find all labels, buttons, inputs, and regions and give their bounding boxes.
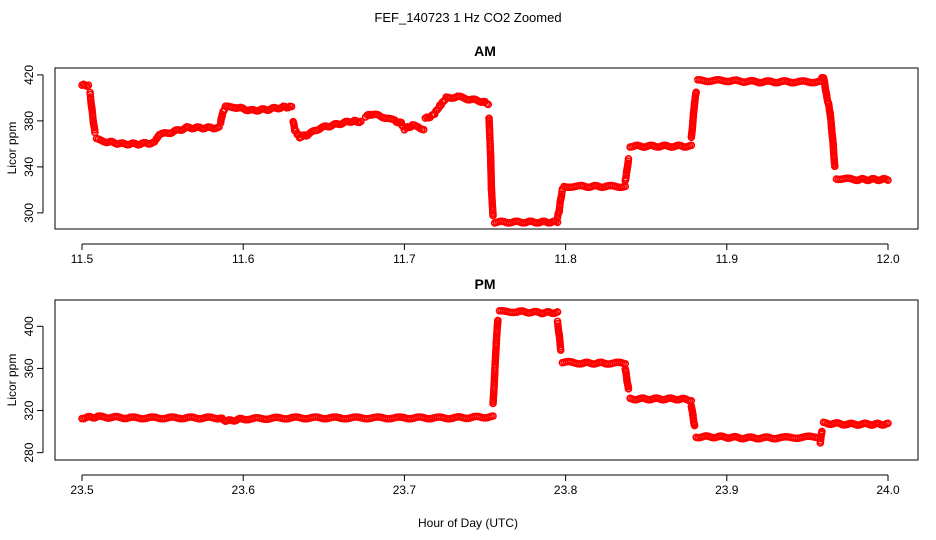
x-tick-label: 23.6	[232, 483, 256, 497]
data-point	[84, 81, 93, 89]
panel-pm-axes: 23.5 23.6 23.7 23.8 23.9 24.0 280 320 360 400	[22, 316, 900, 497]
data-point	[494, 316, 502, 325]
data-point	[884, 419, 892, 428]
y-tick-label: 280	[22, 442, 36, 462]
data-point	[687, 141, 696, 150]
x-tick-label: 24.0	[876, 483, 900, 497]
data-point	[884, 176, 892, 184]
panel-pm-title: PM	[475, 276, 496, 292]
x-tick-label: 23.9	[715, 483, 739, 497]
panel-pm-points	[78, 306, 892, 447]
data-point	[489, 412, 497, 420]
y-tick-label: 320	[22, 400, 36, 420]
data-point	[215, 123, 223, 131]
data-point	[489, 211, 497, 220]
x-tick-label: 11.7	[393, 252, 416, 266]
panel-am-axes: 11.5 11.6 11.7 11.8 11.9 12.0 300 340 380 420	[22, 65, 900, 266]
data-point	[287, 102, 296, 111]
data-point	[830, 162, 839, 171]
data-point	[357, 117, 365, 126]
y-tick-label: 340	[22, 157, 36, 177]
data-point	[553, 218, 562, 227]
panel-am-title: AM	[474, 43, 496, 59]
x-tick-label: 23.8	[554, 483, 578, 497]
figure-title: FEF_140723 1 Hz CO2 Zoomed	[374, 10, 561, 25]
data-point	[556, 346, 565, 355]
data-point	[553, 308, 562, 316]
x-axis-label: Hour of Day (UTC)	[418, 516, 518, 530]
y-tick-label: 380	[22, 111, 36, 131]
panel-am: AM Licor ppm 11.5 11.6 11.7 11.8 11.9 12.0 300…	[5, 43, 919, 266]
y-tick-label: 420	[22, 65, 36, 85]
panel-am-ylabel: Licor ppm	[5, 122, 19, 175]
data-point	[484, 100, 493, 109]
y-tick-label: 300	[22, 203, 36, 223]
x-tick-label: 11.8	[554, 252, 577, 266]
panel-pm: PM Licor ppm 23.5 23.6 23.7 23.8 23.9 24.0 280…	[5, 276, 919, 497]
y-tick-label: 360	[22, 358, 36, 378]
panel-pm-frame	[54, 299, 919, 461]
panel-am-points	[78, 74, 892, 227]
data-point	[692, 88, 700, 97]
x-tick-label: 11.5	[71, 252, 94, 266]
panel-pm-ylabel: Licor ppm	[5, 354, 19, 407]
x-tick-label: 23.5	[70, 483, 94, 497]
data-point	[624, 385, 633, 393]
x-tick-label: 12.0	[876, 252, 900, 266]
data-point	[690, 421, 699, 430]
y-tick-label: 400	[22, 316, 36, 336]
data-point	[818, 427, 826, 436]
data-point	[624, 155, 633, 163]
x-tick-label: 11.6	[232, 252, 255, 266]
panel-am-frame	[54, 67, 919, 230]
data-point	[419, 125, 428, 134]
x-tick-label: 23.7	[393, 483, 417, 497]
x-tick-label: 11.9	[716, 252, 739, 266]
